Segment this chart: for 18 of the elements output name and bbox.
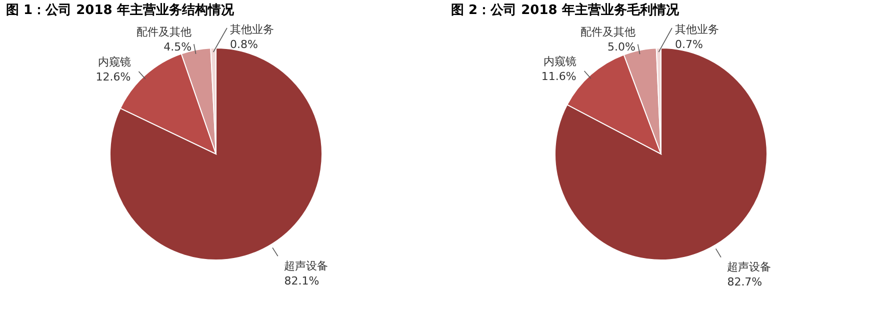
data-label: 11.6% (541, 70, 576, 83)
data-label: 0.8% (230, 38, 258, 51)
data-label: 5.0% (607, 40, 636, 54)
data-label: 82.1% (284, 274, 320, 288)
data-label: 0.7% (675, 38, 703, 51)
slice-label: 内窥镜 (98, 56, 131, 69)
slice-label: 其他业务 (230, 23, 274, 36)
slice-label: 配件及其他 (580, 26, 636, 39)
slice-label: 超声设备 (284, 259, 328, 272)
data-label: 82.7% (727, 276, 762, 289)
data-label: 12.6% (96, 70, 131, 84)
slice-label: 其他业务 (675, 23, 719, 36)
slice-label: 内窥镜 (543, 54, 576, 68)
chart-title: 图 1：公司 2018 年主营业务结构情况 (6, 2, 235, 18)
slice-label: 配件及其他 (136, 25, 192, 38)
chart-title: 图 2：公司 2018 年主营业务毛利情况 (451, 2, 680, 18)
slice-label: 超声设备 (727, 260, 772, 274)
data-label: 4.5% (164, 40, 192, 54)
